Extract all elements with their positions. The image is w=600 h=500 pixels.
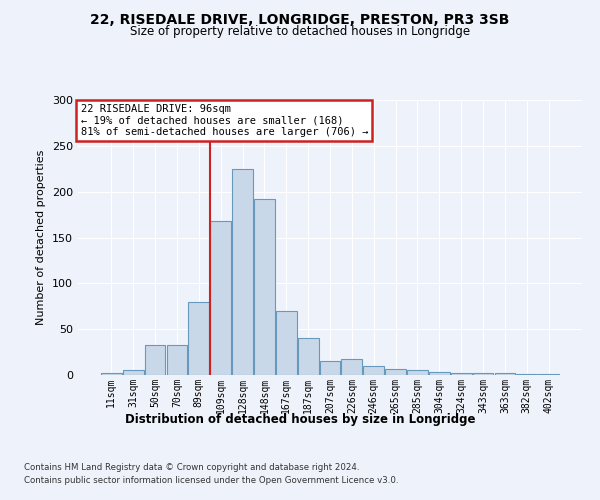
Bar: [123, 370, 143, 375]
Bar: [517, 374, 537, 375]
Bar: [145, 345, 166, 375]
Text: Size of property relative to detached houses in Longridge: Size of property relative to detached ho…: [130, 25, 470, 38]
Text: Contains HM Land Registry data © Crown copyright and database right 2024.: Contains HM Land Registry data © Crown c…: [24, 462, 359, 471]
Bar: [276, 311, 296, 375]
Bar: [341, 360, 362, 375]
Text: 22 RISEDALE DRIVE: 96sqm
← 19% of detached houses are smaller (168)
81% of semi-: 22 RISEDALE DRIVE: 96sqm ← 19% of detach…: [80, 104, 368, 138]
Bar: [298, 338, 319, 375]
Text: Contains public sector information licensed under the Open Government Licence v3: Contains public sector information licen…: [24, 476, 398, 485]
Bar: [167, 345, 187, 375]
Bar: [494, 373, 515, 375]
Bar: [538, 374, 559, 375]
Bar: [232, 169, 253, 375]
Bar: [473, 373, 493, 375]
Text: 22, RISEDALE DRIVE, LONGRIDGE, PRESTON, PR3 3SB: 22, RISEDALE DRIVE, LONGRIDGE, PRESTON, …: [91, 12, 509, 26]
Bar: [385, 368, 406, 375]
Bar: [210, 221, 231, 375]
Bar: [364, 366, 384, 375]
Bar: [254, 199, 275, 375]
Bar: [429, 372, 450, 375]
Bar: [320, 361, 340, 375]
Bar: [188, 302, 209, 375]
Text: Distribution of detached houses by size in Longridge: Distribution of detached houses by size …: [125, 412, 475, 426]
Bar: [451, 373, 472, 375]
Bar: [407, 370, 428, 375]
Y-axis label: Number of detached properties: Number of detached properties: [37, 150, 46, 325]
Bar: [101, 373, 122, 375]
